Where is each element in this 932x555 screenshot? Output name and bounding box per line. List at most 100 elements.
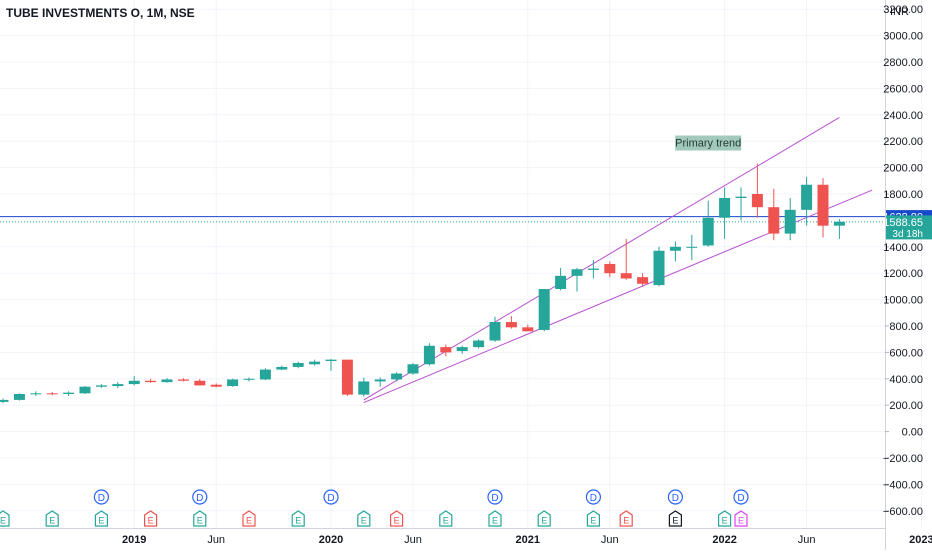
- dividend-marker: [733, 489, 749, 505]
- x-tick-label: 2020: [319, 534, 343, 546]
- candle-body: [30, 393, 42, 395]
- candle: [604, 261, 616, 278]
- earnings-marker-label: E: [394, 516, 400, 526]
- candle: [63, 391, 75, 396]
- candle-body: [423, 345, 435, 365]
- candle: [13, 393, 25, 401]
- candle-body: [374, 379, 386, 382]
- earnings-marker-label: E: [49, 516, 55, 526]
- candle-body: [505, 322, 517, 328]
- candle-body: [555, 275, 567, 290]
- x-tick-label: Jun: [798, 534, 816, 546]
- dividend-marker: [585, 489, 602, 505]
- earnings-marker-label: E: [541, 516, 547, 526]
- candle-body: [0, 399, 9, 402]
- y-tick-label: 2400.00: [883, 110, 923, 122]
- dividend-marker: [323, 489, 339, 505]
- earnings-marker: [488, 510, 502, 527]
- candle-body: [604, 263, 616, 274]
- candle-body: [95, 385, 107, 387]
- candle: [194, 378, 206, 386]
- candle-body: [768, 207, 780, 234]
- candle-body: [489, 322, 501, 341]
- earnings-marker: [537, 510, 551, 527]
- candle: [374, 377, 386, 387]
- candle: [423, 343, 435, 366]
- y-tick-label: 2800.00: [883, 57, 923, 69]
- y-tick-label: 200.00: [889, 400, 923, 412]
- candle: [719, 187, 731, 239]
- grid: [0, 0, 922, 528]
- dividend-marker-label: D: [491, 493, 498, 504]
- earnings-marker-label: E: [738, 516, 744, 526]
- candle: [112, 382, 124, 389]
- candle: [489, 316, 501, 342]
- candle: [276, 365, 288, 371]
- candle-body: [210, 384, 222, 387]
- candle-body: [522, 327, 534, 332]
- earnings-marker-label: E: [443, 516, 449, 526]
- y-tick-label: 1000.00: [883, 295, 923, 307]
- candle-body: [620, 273, 632, 279]
- candle: [555, 267, 567, 291]
- candle-body: [13, 393, 25, 400]
- candle-body: [358, 381, 370, 395]
- price-line-badge: [886, 215, 932, 240]
- dividend-marker-label: D: [196, 493, 203, 504]
- candle-body: [194, 380, 206, 386]
- y-tick-label: 600.00: [889, 347, 923, 359]
- x-tick-label: Jun: [207, 534, 225, 546]
- candle: [128, 376, 140, 386]
- candle: [341, 359, 353, 396]
- y-tick-label: 1200.00: [883, 268, 923, 280]
- trendlines: [363, 117, 873, 404]
- candle: [784, 197, 796, 241]
- earnings-marker-label: E: [246, 516, 252, 526]
- annotation-box: [675, 135, 742, 151]
- candle-body: [817, 184, 829, 226]
- trendline: [363, 117, 840, 401]
- y-tick-label: 3000.00: [883, 31, 923, 43]
- earnings-marker: [94, 510, 108, 527]
- chart-title: TUBE INVESTMENTS O, 1M, NSE: [6, 6, 195, 20]
- candle: [538, 289, 550, 332]
- candle: [227, 378, 239, 387]
- earnings-marker-label: E: [672, 516, 678, 526]
- candle: [259, 368, 271, 381]
- y-tick-label: 400.00: [889, 374, 923, 386]
- candle: [407, 362, 419, 375]
- candle: [702, 200, 714, 247]
- candle-body: [292, 362, 304, 367]
- candle-body: [637, 277, 649, 284]
- candle: [637, 273, 649, 287]
- x-tick-label: 2023: [909, 534, 932, 546]
- candle-body: [719, 197, 731, 218]
- candle-body: [702, 217, 714, 246]
- candle: [30, 391, 42, 396]
- candle-body: [128, 380, 140, 385]
- candle: [505, 316, 517, 329]
- candle: [0, 398, 9, 404]
- earnings-marker: [668, 510, 682, 527]
- candle-body: [79, 386, 91, 394]
- candle-body: [538, 289, 550, 330]
- earnings-marker: [619, 510, 633, 527]
- candle-body: [63, 392, 75, 394]
- annotations: Primary trend: [675, 135, 742, 151]
- dividend-marker: [487, 489, 503, 505]
- y-tick-label: 2600.00: [883, 83, 923, 95]
- earnings-marker: [586, 510, 600, 527]
- candle-body: [309, 361, 321, 365]
- candle: [391, 372, 403, 382]
- dividend-marker-label: D: [98, 493, 105, 504]
- earnings-marker-label: E: [0, 516, 6, 526]
- candle: [243, 377, 255, 382]
- earnings-marker: [242, 510, 256, 527]
- candle: [669, 241, 681, 262]
- candle-body: [227, 379, 239, 387]
- candle-body: [473, 340, 485, 348]
- earnings-marker: [45, 510, 59, 527]
- y-tick-label: 2200.00: [883, 136, 923, 148]
- countdown-label: 3d 18h: [892, 229, 923, 240]
